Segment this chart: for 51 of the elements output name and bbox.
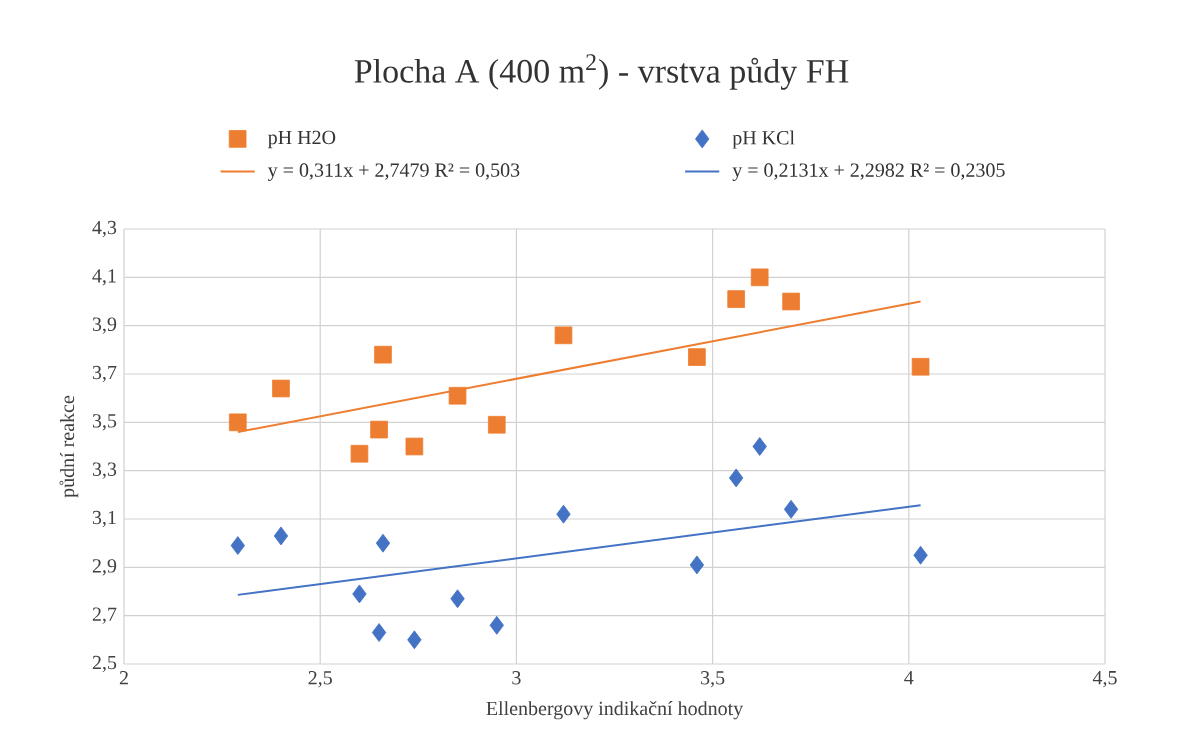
point <box>405 437 424 456</box>
point <box>729 468 744 488</box>
y-tick-label: 3,7 <box>92 365 117 383</box>
x-tick-label: 4 <box>904 671 914 685</box>
x-tick-label: 2 <box>119 671 128 685</box>
point <box>229 413 247 432</box>
y-tick-label: 2,9 <box>92 559 117 576</box>
y-tick-label: 4,3 <box>92 220 117 238</box>
y-tick-label: 3,9 <box>92 317 117 334</box>
point <box>750 268 769 287</box>
point <box>689 555 705 575</box>
legend-label: pH KCl <box>732 130 795 149</box>
point <box>273 526 289 546</box>
point <box>727 290 745 308</box>
chart-title: Plocha A (400 m$^{2}$) - vrstva půdy FH <box>354 54 849 90</box>
point <box>688 348 706 366</box>
point <box>448 386 467 405</box>
point <box>407 630 422 650</box>
y-tick-label: 3,1 <box>92 510 116 528</box>
point <box>554 326 573 345</box>
point <box>370 420 388 439</box>
point <box>230 536 245 555</box>
point <box>371 623 387 642</box>
point <box>489 615 504 635</box>
point <box>450 589 465 609</box>
legend-label: pH H2O <box>268 130 336 149</box>
point <box>375 533 391 553</box>
y-tick-label: 3,5 <box>92 414 117 431</box>
x-axis-title: Ellenbergovy indikační hodnoty <box>486 701 744 720</box>
y-tick-label: 2,7 <box>92 607 117 624</box>
y-axis-title: půdní reakce <box>59 395 79 498</box>
point <box>911 357 930 376</box>
x-tick-label: 4,5 <box>1092 671 1117 688</box>
x-tick-label: 2,5 <box>308 671 332 688</box>
legend-label: y = 0,2131x + 2,2982 R² = 0,2305 <box>732 163 1005 181</box>
point <box>352 584 367 604</box>
point <box>374 345 392 364</box>
point <box>752 437 767 456</box>
legend-label: y = 0,311x + 2,7479 R² = 0,503 <box>267 163 520 181</box>
point <box>556 504 571 524</box>
point <box>350 444 369 463</box>
point <box>272 379 290 398</box>
y-tick-label: 4,1 <box>92 269 116 286</box>
point <box>487 415 506 434</box>
y-tick-label: 3,3 <box>92 462 117 479</box>
x-tick-label: 3 <box>512 671 521 685</box>
point <box>913 545 928 565</box>
x-tick-label: 3,5 <box>701 671 725 688</box>
point <box>782 292 800 311</box>
point <box>783 499 799 519</box>
y-tick-label: 2,5 <box>92 655 117 673</box>
